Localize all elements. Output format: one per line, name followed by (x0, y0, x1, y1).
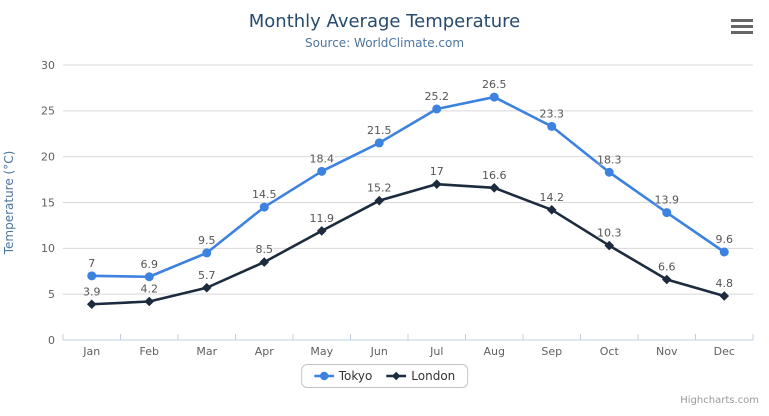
data-point-marker-tokyo[interactable] (604, 167, 614, 177)
data-label-london: 16.6 (482, 169, 507, 182)
data-point-marker-tokyo[interactable] (662, 208, 672, 218)
data-label-tokyo: 14.5 (252, 188, 277, 201)
data-point-marker-tokyo[interactable] (489, 92, 499, 102)
data-label-london: 17 (430, 165, 444, 178)
x-axis-tick-label: Jan (82, 345, 100, 358)
data-point-marker-london[interactable] (144, 296, 155, 307)
data-point-marker-tokyo[interactable] (202, 248, 212, 258)
data-label-london: 11.9 (310, 212, 335, 225)
x-axis-tick-label: Feb (140, 345, 159, 358)
y-axis-tick-label: 20 (41, 151, 55, 164)
legend-marker-tokyo-icon (313, 371, 334, 381)
x-axis-tick-label: Nov (656, 345, 678, 358)
data-point-marker-tokyo[interactable] (144, 272, 154, 282)
hamburger-icon[interactable] (731, 19, 753, 34)
y-axis-tick-label: 30 (41, 59, 55, 72)
legend: Tokyo London (300, 364, 469, 388)
data-point-marker-london[interactable] (604, 240, 615, 251)
data-point-marker-london[interactable] (661, 274, 672, 285)
data-point-marker-london[interactable] (259, 257, 270, 267)
data-point-marker-london[interactable] (546, 205, 557, 215)
x-axis-tick-label: Dec (714, 345, 735, 358)
data-point-marker-tokyo[interactable] (432, 104, 442, 114)
legend-label-tokyo: Tokyo (338, 369, 373, 383)
data-point-marker-tokyo[interactable] (719, 247, 729, 257)
y-axis-tick-label: 5 (48, 288, 55, 301)
legend-marker-london-icon (386, 371, 407, 381)
data-point-marker-london[interactable] (489, 183, 500, 193)
data-point-marker-tokyo[interactable] (317, 166, 327, 176)
legend-item-london[interactable]: London (386, 369, 455, 383)
series-line-london (90, 182, 726, 306)
legend-label-london: London (411, 369, 456, 383)
series-line-tokyo (90, 95, 726, 279)
data-point-marker-tokyo[interactable] (547, 121, 557, 131)
data-point-marker-london[interactable] (316, 226, 327, 236)
hamburger-bar (731, 19, 753, 22)
data-point-marker-london[interactable] (431, 179, 442, 189)
data-label-tokyo: 25.2 (425, 90, 450, 103)
data-label-tokyo: 9.6 (716, 233, 734, 246)
data-label-tokyo: 7 (88, 257, 95, 270)
data-label-london: 15.2 (367, 182, 392, 195)
data-label-tokyo: 13.9 (655, 194, 680, 207)
y-axis-tick-label: 0 (48, 334, 55, 347)
data-point-marker-london[interactable] (719, 291, 730, 301)
data-label-london: 8.5 (256, 243, 274, 256)
data-label-london: 14.2 (540, 191, 565, 204)
y-axis-tick-label: 25 (41, 105, 55, 118)
credits-link[interactable]: Highcharts.com (680, 395, 759, 406)
hamburger-bar (731, 31, 753, 34)
data-label-london: 4.2 (141, 283, 159, 296)
data-point-marker-tokyo[interactable] (87, 271, 97, 281)
data-point-marker-tokyo[interactable] (259, 202, 269, 212)
data-label-london: 3.9 (83, 285, 101, 298)
x-axis-tick-label: Sep (541, 345, 562, 358)
data-label-tokyo: 9.5 (198, 234, 216, 247)
data-label-tokyo: 18.4 (310, 152, 335, 165)
data-point-marker-london[interactable] (201, 282, 212, 293)
data-label-london: 6.6 (658, 261, 676, 274)
x-axis-tick-label: Aug (484, 345, 505, 358)
data-label-london: 5.7 (198, 269, 216, 282)
hamburger-bar (731, 25, 753, 28)
data-label-tokyo: 26.5 (482, 78, 507, 91)
data-point-marker-tokyo[interactable] (374, 138, 384, 148)
legend-item-tokyo[interactable]: Tokyo (313, 369, 373, 383)
chart-title: Monthly Average Temperature (248, 11, 521, 32)
data-label-tokyo: 21.5 (367, 124, 392, 137)
y-axis-title: Temperature (°C) (2, 151, 16, 256)
x-axis-tick-label: Mar (196, 345, 217, 358)
x-axis-tick-label: May (310, 345, 333, 358)
y-axis-tick-label: 15 (41, 196, 55, 209)
x-axis-tick-label: Jun (370, 345, 388, 358)
x-axis-tick-label: Apr (255, 345, 275, 358)
data-label-tokyo: 6.9 (141, 258, 159, 271)
data-label-tokyo: 23.3 (540, 107, 565, 120)
chart-subtitle: Source: WorldClimate.com (304, 36, 465, 50)
data-point-marker-london[interactable] (86, 299, 97, 310)
data-label-london: 4.8 (716, 277, 734, 290)
x-axis-tick-label: Oct (600, 345, 620, 358)
y-axis-tick-label: 10 (41, 242, 55, 255)
data-point-marker-london[interactable] (374, 195, 385, 206)
x-axis-tick-label: Jul (429, 345, 443, 358)
data-label-london: 10.3 (597, 227, 622, 240)
data-label-tokyo: 18.3 (597, 153, 622, 166)
